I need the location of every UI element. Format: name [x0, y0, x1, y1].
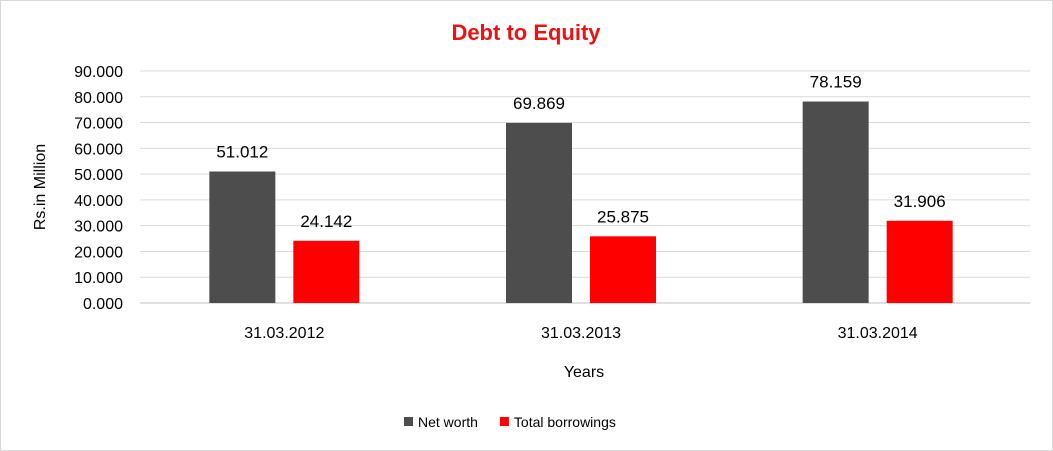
y-tick-label: 70.000: [74, 116, 123, 133]
bar-total-borrowings: [886, 220, 953, 303]
y-tick-label: 80.000: [74, 90, 123, 107]
legend-item: Total borrowings: [499, 414, 616, 430]
data-label: 31.906: [894, 192, 946, 211]
legend-item: Net worth: [404, 414, 478, 430]
x-tick-label: 31.03.2013: [541, 325, 621, 342]
legend: Net worth Total borrowings: [404, 414, 616, 430]
data-labels: 51.012 24.142 69.869 25.875 78.159 31.906: [216, 73, 945, 231]
y-tick-label: 90.000: [74, 64, 123, 81]
legend-label: Net worth: [418, 414, 478, 430]
legend-swatch: [404, 417, 413, 426]
legend-label: Total borrowings: [514, 414, 616, 430]
bars: [209, 101, 953, 303]
bar-total-borrowings: [293, 240, 360, 303]
bar-total-borrowings: [590, 236, 656, 303]
bar-net-worth: [506, 122, 572, 303]
y-axis-title: Rs.in Million: [32, 144, 49, 230]
chart-title: Debt to Equity: [451, 20, 601, 45]
x-axis-tick-labels: 31.03.2012 31.03.2013 31.03.2014: [244, 325, 918, 342]
legend-swatch: [499, 417, 509, 426]
y-tick-label: 60.000: [74, 141, 123, 158]
y-tick-label: 10.000: [74, 270, 123, 287]
y-tick-label: 40.000: [74, 193, 123, 210]
x-tick-label: 31.03.2014: [838, 325, 918, 342]
data-label: 78.159: [810, 73, 862, 92]
data-label: 69.869: [513, 94, 565, 113]
data-label: 25.875: [597, 207, 649, 226]
data-label: 51.012: [216, 143, 268, 162]
y-tick-label: 50.000: [74, 167, 123, 184]
x-axis-title: Years: [564, 364, 604, 381]
y-tick-label: 20.000: [74, 244, 123, 261]
x-tick-label: 31.03.2012: [244, 325, 324, 342]
bar-net-worth: [802, 101, 869, 303]
y-tick-label: 30.000: [74, 219, 123, 236]
bar-net-worth: [209, 171, 276, 303]
y-tick-label: 0.000: [83, 296, 123, 313]
y-axis-tick-labels: 0.000 10.000 20.000 30.000 40.000 50.000 60.00…: [74, 64, 123, 313]
data-label: 24.142: [300, 212, 352, 231]
grid-lines: [140, 70, 1030, 304]
